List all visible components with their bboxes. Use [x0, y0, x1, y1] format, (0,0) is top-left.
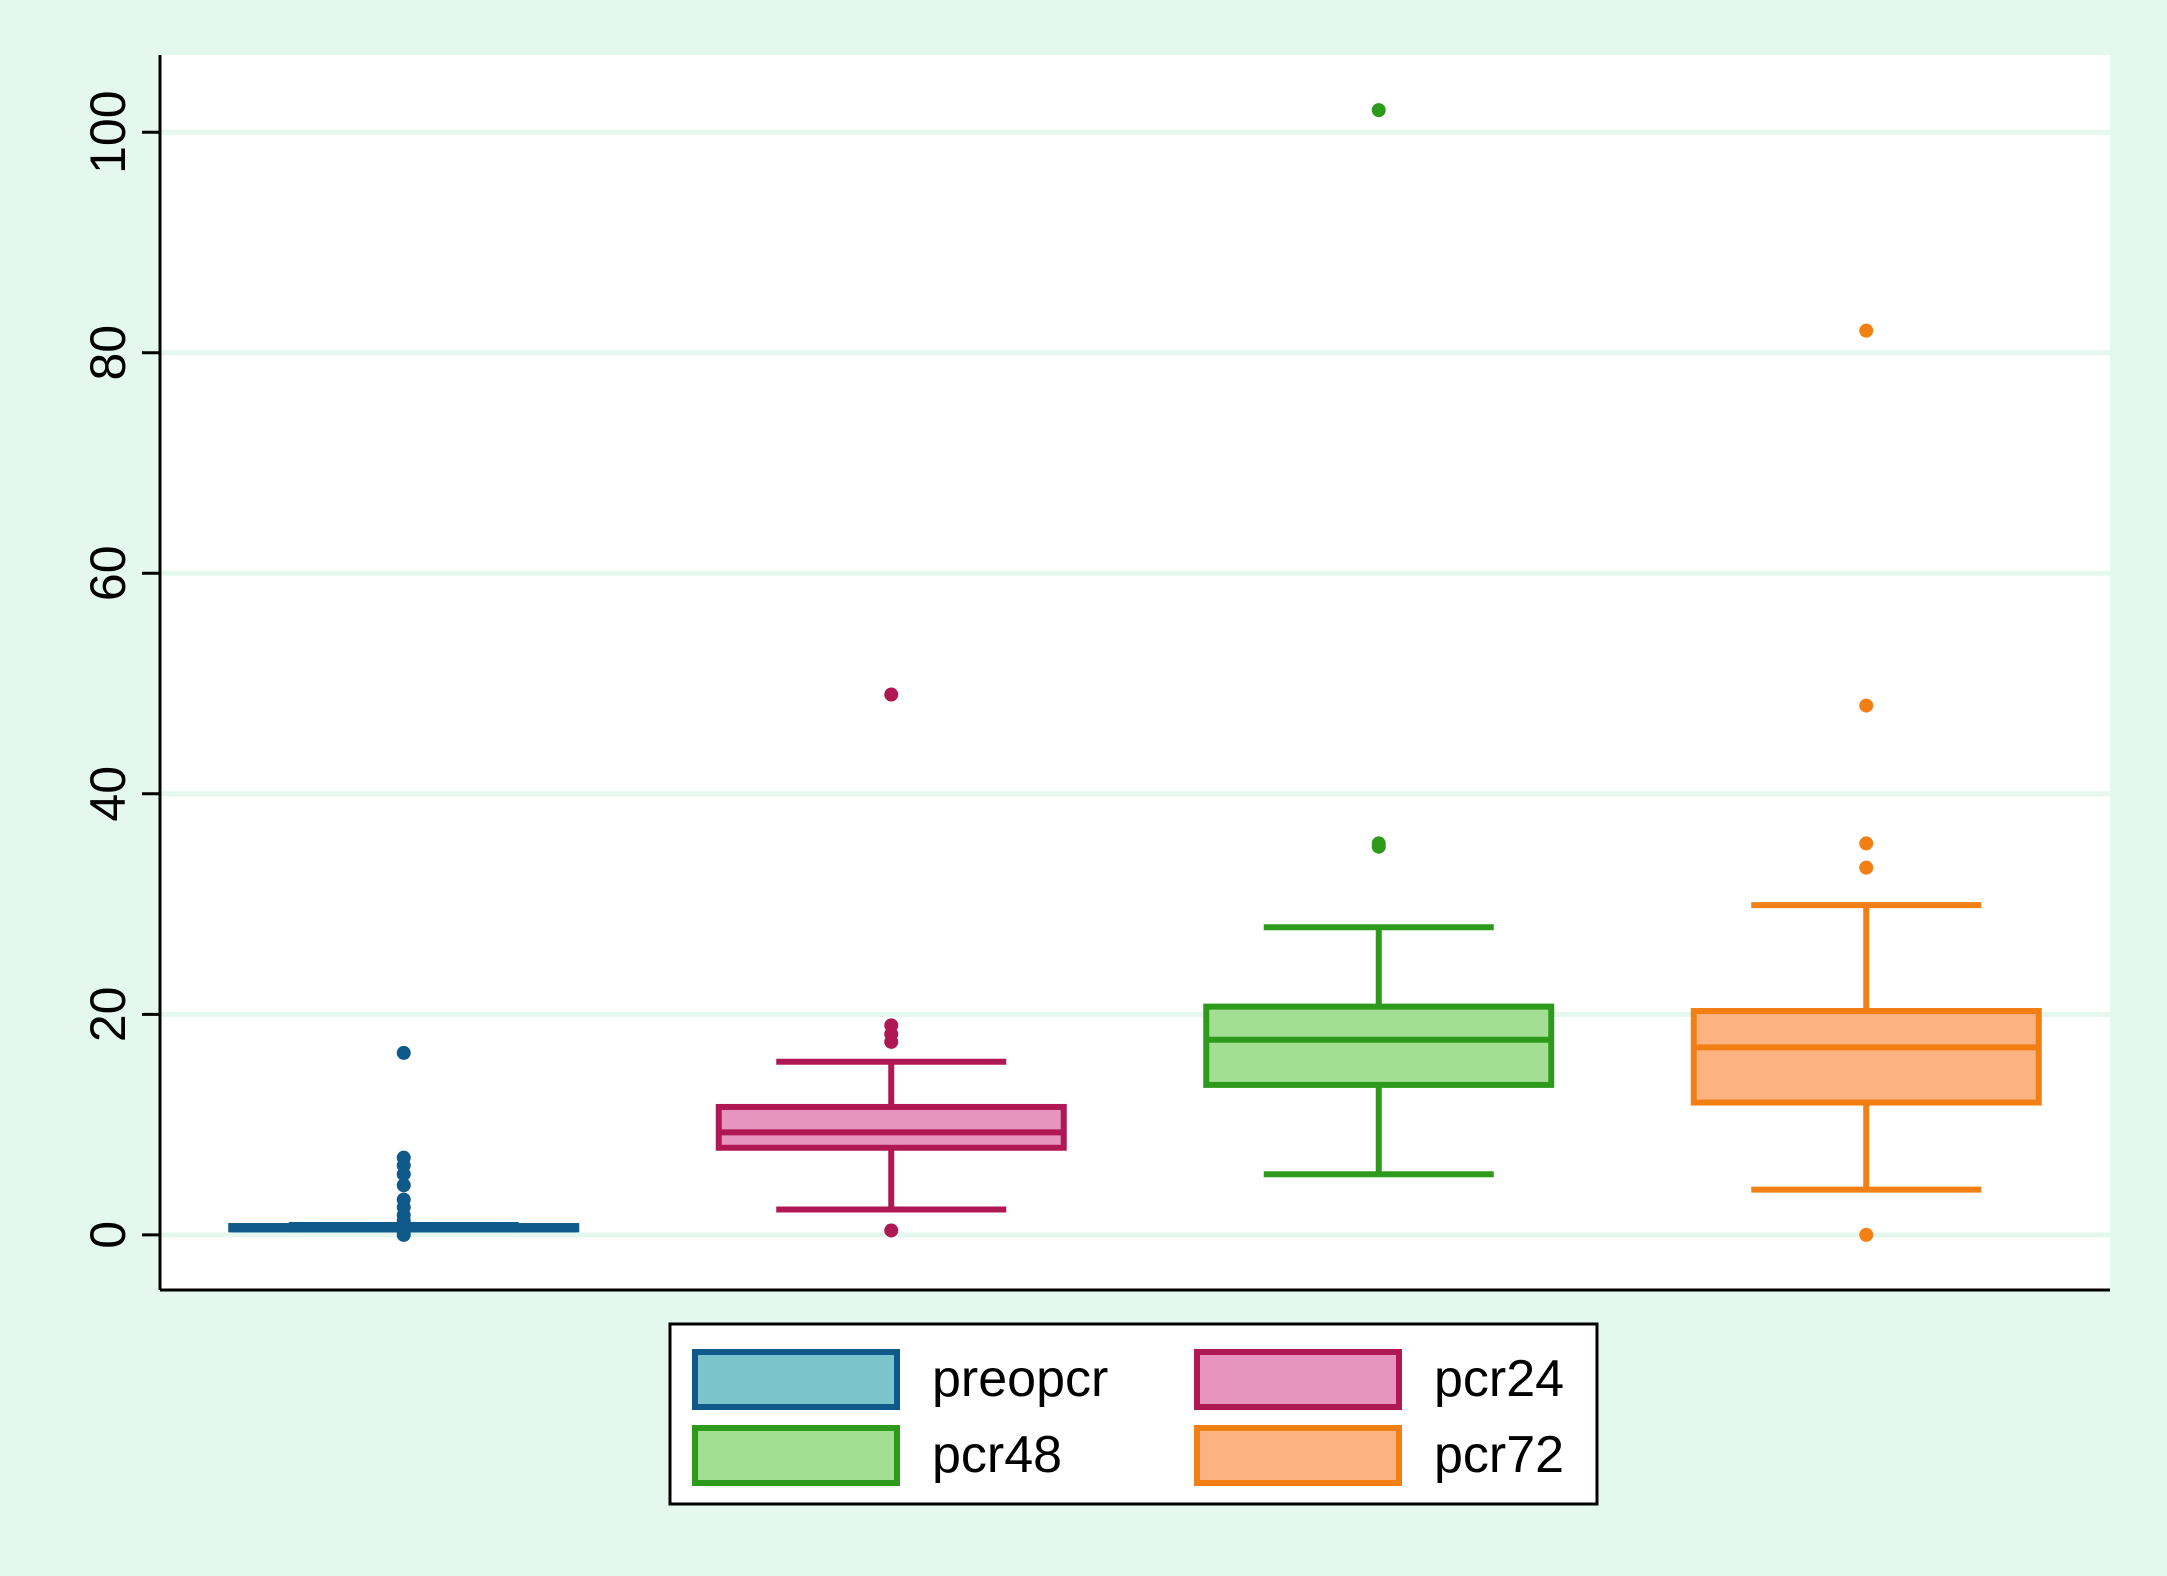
outlier-point — [396, 1227, 411, 1242]
legend-label-preopcr: preopcr — [932, 1350, 1108, 1408]
legend-label-pcr72: pcr72 — [1434, 1426, 1564, 1484]
outlier-point — [396, 1167, 411, 1182]
outlier-point — [396, 1213, 411, 1228]
y-tick-label-60: 60 — [80, 545, 136, 601]
outlier-point — [396, 1178, 411, 1193]
legend-swatch-pcr48 — [692, 1425, 900, 1486]
y-tick-label-20: 20 — [80, 987, 136, 1043]
iqr-box — [1203, 1003, 1555, 1088]
grid-lines — [160, 129, 2110, 1238]
outlier-point — [884, 1034, 899, 1049]
legend-swatch-preopcr — [692, 1349, 900, 1410]
box-preopcr — [228, 1045, 580, 1242]
iqr-box — [1690, 1008, 2042, 1106]
legend-swatch-pcr72 — [1194, 1425, 1402, 1486]
y-tick-label-0: 0 — [80, 1221, 136, 1249]
outlier-point — [1371, 839, 1386, 854]
legend-swatch-pcr24 — [1194, 1349, 1402, 1410]
legend-label-pcr24: pcr24 — [1434, 1350, 1564, 1408]
y-tick-label-80: 80 — [80, 325, 136, 381]
box-pcr72 — [1690, 323, 2042, 1242]
iqr-box — [715, 1103, 1067, 1151]
outlier-point — [396, 1045, 411, 1060]
outlier-point — [884, 1223, 899, 1238]
box-series — [228, 103, 2042, 1242]
y-axis-ticks: 0 20 40 60 80 100 — [80, 90, 160, 1249]
outlier-point — [1859, 860, 1874, 875]
box-pcr24 — [715, 687, 1067, 1238]
outlier-point — [1371, 103, 1386, 118]
legend-label-pcr48: pcr48 — [932, 1426, 1062, 1484]
outlier-point — [1859, 323, 1874, 338]
y-tick-label-100: 100 — [80, 90, 136, 173]
box-pcr48 — [1203, 103, 1555, 1178]
outlier-point — [884, 687, 899, 702]
outlier-point — [1859, 698, 1874, 713]
legend: preopcr pcr24 pcr48 pcr72 — [668, 1322, 1599, 1506]
outlier-point — [1859, 836, 1874, 851]
y-tick-label-40: 40 — [80, 766, 136, 822]
outlier-point — [1859, 1227, 1874, 1242]
